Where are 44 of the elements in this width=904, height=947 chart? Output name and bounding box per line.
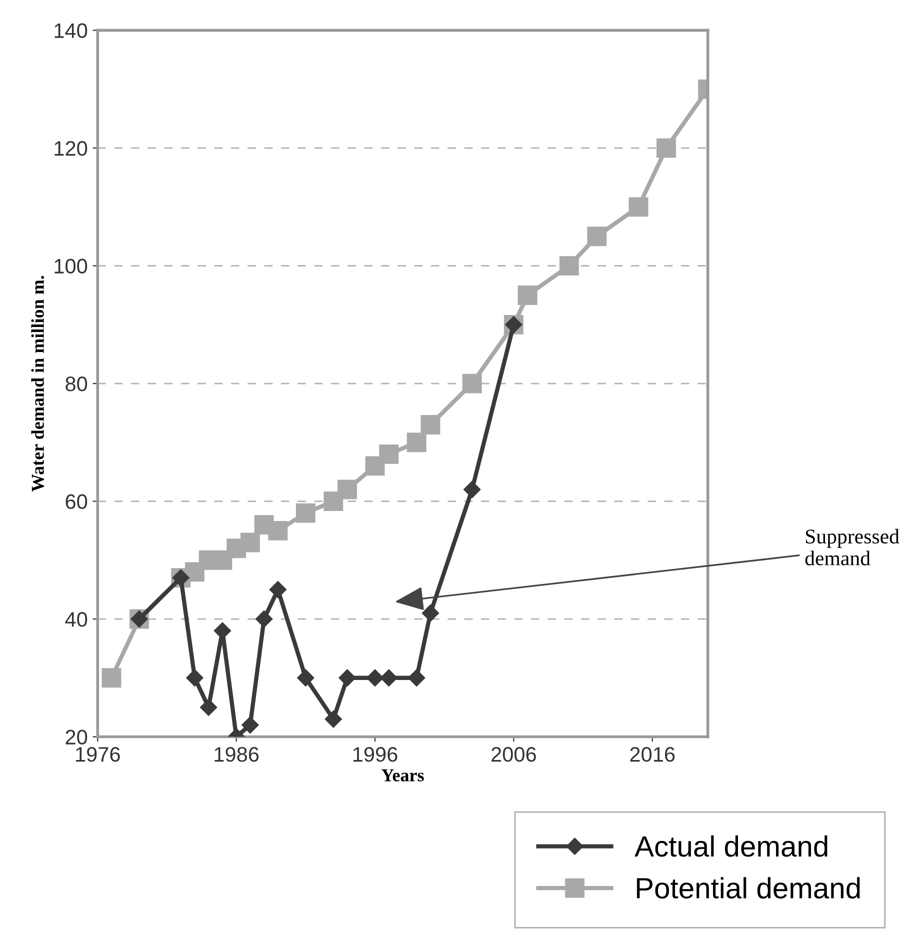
point xyxy=(462,374,482,394)
point xyxy=(366,669,384,686)
point xyxy=(200,698,218,716)
x-axis-title: Years xyxy=(381,769,424,782)
x-tick-label: 1986 xyxy=(214,747,259,762)
point xyxy=(186,669,204,686)
point xyxy=(102,668,122,688)
point xyxy=(587,226,607,246)
y-tick-label: 60 xyxy=(66,494,88,510)
legend-label: Actual demand xyxy=(634,835,828,857)
point xyxy=(559,256,579,276)
point xyxy=(628,197,648,217)
point xyxy=(338,669,356,686)
point xyxy=(420,415,440,434)
y-tick-label: 80 xyxy=(66,376,88,392)
text: Suppressed demand xyxy=(805,528,900,566)
point xyxy=(324,710,342,728)
x-tick-label: 1976 xyxy=(76,747,120,762)
x-tick-label: 2006 xyxy=(492,747,536,762)
point xyxy=(296,503,316,523)
y-tick-label: 140 xyxy=(54,23,88,38)
point xyxy=(422,604,440,622)
point xyxy=(240,532,260,552)
point xyxy=(268,520,288,540)
legend-label: Potential demand xyxy=(636,877,860,899)
point xyxy=(379,444,399,464)
point xyxy=(518,286,538,305)
y-tick-label: 120 xyxy=(54,141,88,156)
y-tick-label: 40 xyxy=(65,612,88,627)
point xyxy=(242,716,259,734)
point xyxy=(464,480,481,498)
point xyxy=(256,610,273,628)
x-tick-label: 1996 xyxy=(353,747,398,762)
point xyxy=(297,669,314,686)
y-tick-label: 100 xyxy=(54,258,88,274)
y-tick-label: 20 xyxy=(66,730,88,745)
y-axis-title: Water demand in million m. xyxy=(31,276,44,492)
x-tick-label: 2016 xyxy=(630,747,675,762)
point xyxy=(380,669,398,686)
point xyxy=(269,581,286,598)
point xyxy=(338,480,357,500)
point xyxy=(408,669,426,686)
point xyxy=(656,138,676,158)
point xyxy=(406,432,426,452)
